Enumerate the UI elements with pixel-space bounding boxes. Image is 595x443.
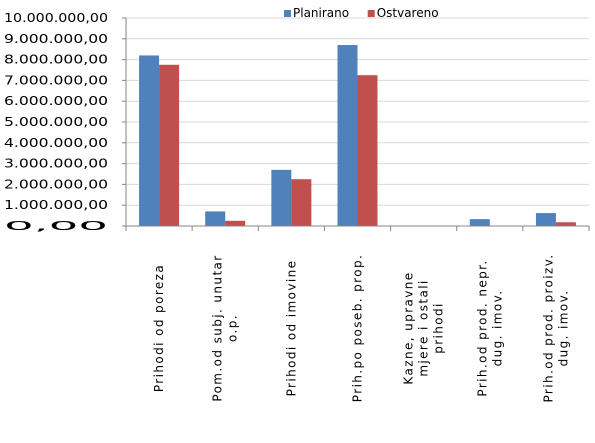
x-category-label: Prihodi od imovine <box>284 260 298 397</box>
x-category-label: dug. imov. <box>556 290 570 367</box>
y-axis-tick-labels: 0,00 1.000.000,00 2.000.000,00 3.000.000,00… <box>4 11 108 233</box>
bar-ostvareno <box>291 179 312 226</box>
x-category-label: mjere i ostali <box>417 279 431 376</box>
x-category-label: Pom.od subj. unutar <box>211 254 225 401</box>
bar-planirano <box>139 55 160 226</box>
bar-planirano <box>271 169 292 226</box>
y-tick-label: 5.000.000,00 <box>4 115 108 129</box>
y-tick-label: 6.000.000,00 <box>4 94 108 108</box>
y-tick-label: 8.000.000,00 <box>4 53 108 67</box>
bar-ostvareno <box>357 75 378 226</box>
bar-ostvareno <box>159 64 180 226</box>
y-tick-label: 4.000.000,00 <box>4 136 108 150</box>
legend-swatch <box>284 10 291 17</box>
legend-swatch <box>367 10 375 17</box>
y-tick-label: 10.000.000,00 <box>4 11 108 25</box>
bar-planirano <box>205 211 226 226</box>
y-tick-label: 1.000.000,00 <box>4 198 108 212</box>
y-tick-label: 2.000.000,00 <box>4 177 108 191</box>
x-category-label: Prih.po poseb. prop. <box>351 254 365 402</box>
legend-label: Ostvareno <box>377 6 439 20</box>
bar-planirano <box>535 213 556 226</box>
legend: Planirano Ostvareno <box>284 6 439 20</box>
x-category-label: prihodi <box>432 302 446 354</box>
x-category-label: o.p. <box>226 314 240 342</box>
bar-planirano <box>337 45 358 226</box>
y-tick-label: 9.000.000,00 <box>4 32 108 46</box>
x-category-label: Prihodi od poreza <box>152 264 166 392</box>
y-tick-label: 3.000.000,00 <box>4 157 108 171</box>
x-category-label: Kazne, upravne <box>402 271 416 384</box>
y-tick-label: 0,00 <box>4 219 108 233</box>
axes <box>122 17 590 231</box>
legend-label: Planirano <box>293 6 349 20</box>
x-category-label: Prih.od prod. proizv. <box>541 253 555 402</box>
x-category-label: Prih.od prod. nepr. <box>475 259 489 396</box>
bar-ostvareno <box>225 220 246 226</box>
bar-planirano <box>469 219 490 226</box>
x-axis-category-labels: Prihodi od poreza Pom.od subj. unutar o.p.… <box>152 253 570 402</box>
x-category-label: dug. imov. <box>490 290 504 367</box>
bar-ostvareno <box>555 222 576 226</box>
bars <box>139 45 576 226</box>
y-tick-label: 7.000.000,00 <box>4 73 108 87</box>
